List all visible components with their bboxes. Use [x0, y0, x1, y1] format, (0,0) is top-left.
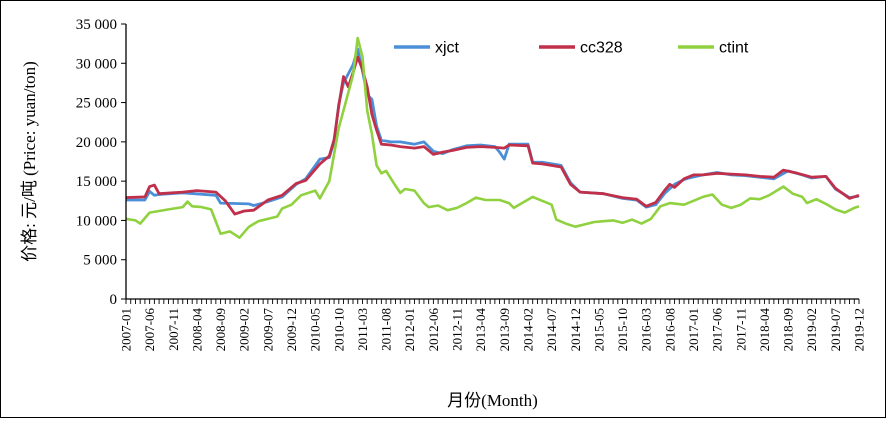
x-tick-label: 2010-10	[331, 308, 346, 351]
y-tick-label: 0	[110, 292, 118, 308]
y-axis-title: 价格: 元/吨 (Price: yuan/ton)	[20, 61, 39, 262]
x-tick-label: 2017-06	[710, 308, 725, 352]
x-tick-label: 2014-02	[520, 308, 535, 351]
y-tick-label: 35 000	[76, 17, 117, 33]
x-tick-label: 2009-02	[237, 308, 252, 351]
x-tick-label: 2019-07	[828, 308, 843, 352]
x-tick-label: 2007-06	[142, 308, 157, 352]
x-tick-label: 2010-05	[308, 308, 323, 351]
x-tick-label: 2013-04	[473, 308, 488, 352]
y-axis-ticks: 0 5 000 10 000 15 000 20 000 25 000 30 000 35 0…	[76, 17, 126, 308]
x-tick-label: 2012-06	[426, 308, 441, 352]
x-tick-label: 2007-01	[119, 308, 134, 351]
x-tick-label: 2018-04	[757, 308, 772, 352]
x-tick-label: 2016-03	[639, 308, 654, 351]
x-tick-label: 2011-03	[355, 308, 370, 351]
x-tick-label: 2008-09	[213, 308, 228, 351]
x-tick-label: 2018-09	[781, 308, 796, 351]
y-tick-label: 5 000	[83, 253, 117, 269]
y-tick-label: 10 000	[76, 213, 117, 229]
x-tick-label: 2008-04	[189, 308, 204, 352]
legend-label-cc328: cc328	[580, 40, 623, 57]
x-tick-label: 2019-12	[852, 308, 867, 351]
x-tick-label: 2017-11	[733, 308, 748, 351]
legend-label-ctint: ctint	[719, 40, 749, 57]
x-tick-label: 2016-08	[662, 308, 677, 351]
y-tick-label: 30 000	[76, 56, 117, 72]
x-tick-label: 2014-12	[568, 308, 583, 351]
y-tick-label: 25 000	[76, 96, 117, 112]
x-tick-label: 2015-10	[615, 308, 630, 351]
x-tick-label: 2019-02	[804, 308, 819, 351]
x-tick-label: 2014-07	[544, 308, 559, 352]
series-line-xjct	[126, 47, 860, 209]
series-line-cc328	[125, 55, 860, 216]
x-axis-title: 月份(Month)	[447, 391, 538, 410]
x-tick-label: 2012-11	[450, 308, 465, 351]
y-tick-label: 20 000	[76, 135, 117, 151]
legend: xjct cc328 ctint	[394, 40, 749, 57]
x-tick-label: 2011-08	[379, 308, 394, 351]
x-tick-label: 2012-01	[402, 308, 417, 351]
x-tick-label: 2013-09	[497, 308, 512, 351]
series-line-ctint	[125, 36, 860, 239]
y-tick-label: 15 000	[76, 174, 117, 190]
x-tick-label: 2017-01	[686, 308, 701, 351]
legend-label-xjct: xjct	[435, 40, 460, 57]
x-tick-label: 2009-07	[260, 308, 275, 352]
x-tick-label: 2007-11	[166, 308, 181, 351]
x-tick-label: 2009-12	[284, 308, 299, 351]
x-tick-label: 2015-05	[591, 308, 606, 351]
x-axis-ticks: 2007-01 2007-06 2007-11 2008-04 2008-09 2009-…	[119, 299, 867, 351]
series-layer	[125, 36, 860, 239]
